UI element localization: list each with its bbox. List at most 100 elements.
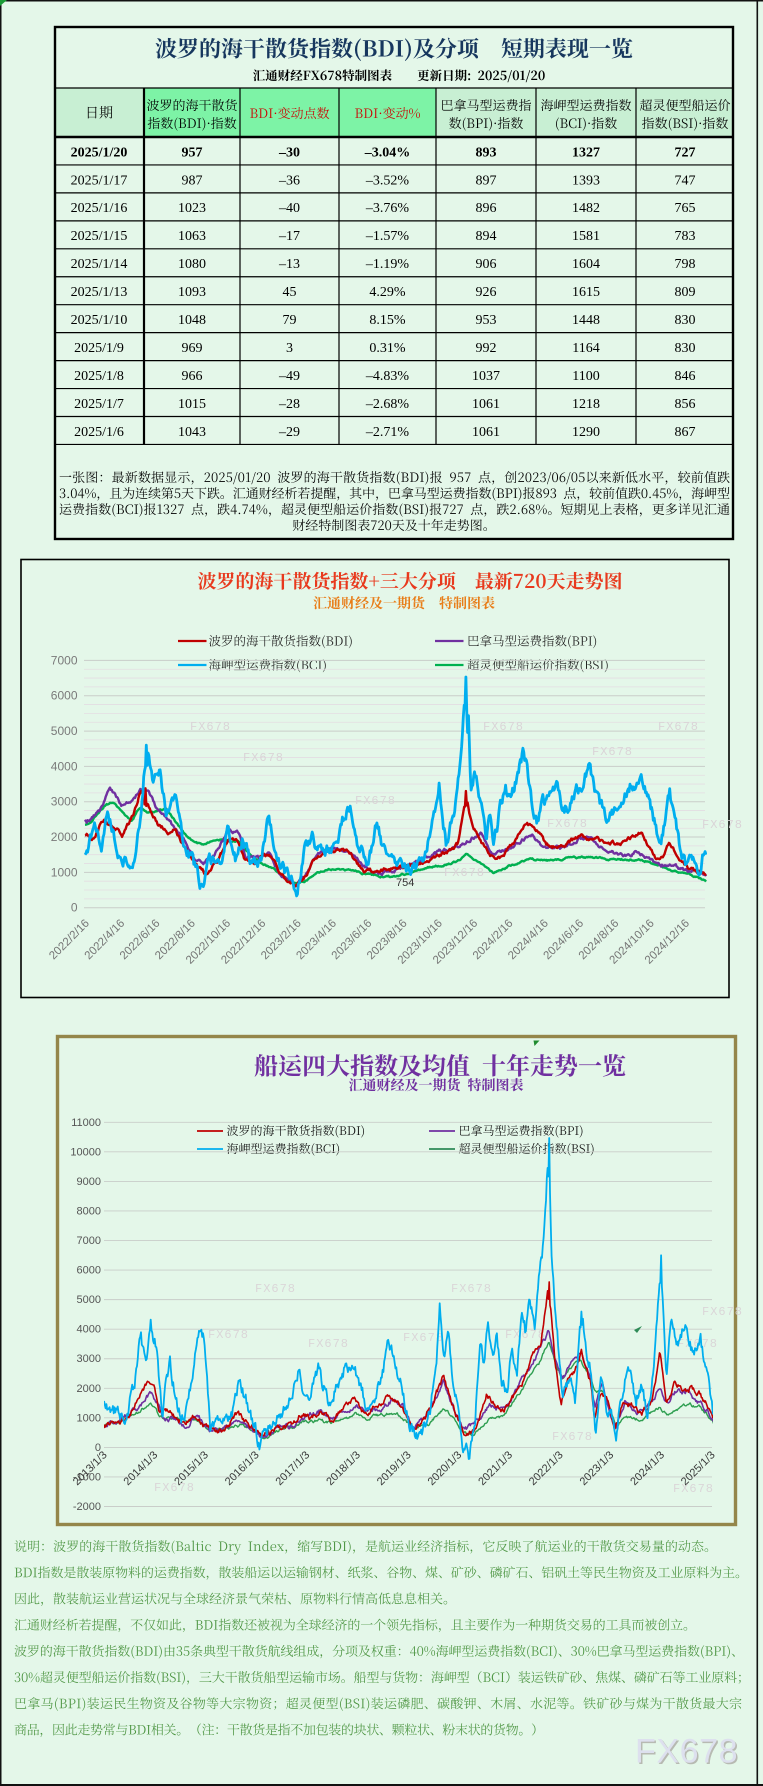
svg-text:FX678: FX678 — [208, 1328, 249, 1342]
svg-text:2025/1/16: 2025/1/16 — [71, 201, 128, 216]
svg-text:–3.52%: –3.52% — [365, 173, 410, 188]
svg-text:957: 957 — [182, 145, 203, 160]
svg-text:45: 45 — [283, 285, 297, 300]
svg-text:1063: 1063 — [178, 229, 206, 244]
svg-text:1023: 1023 — [178, 201, 206, 216]
svg-text:FX678: FX678 — [403, 1331, 444, 1345]
svg-text:1061: 1061 — [472, 397, 500, 412]
svg-text:1482: 1482 — [572, 201, 600, 216]
svg-text:–1.19%: –1.19% — [365, 257, 410, 272]
svg-text:FX678: FX678 — [190, 720, 231, 734]
svg-text:2025/1/7: 2025/1/7 — [74, 397, 124, 412]
svg-text:893: 893 — [476, 145, 497, 160]
svg-text:1061: 1061 — [472, 425, 500, 440]
svg-text:3000: 3000 — [77, 1353, 101, 1365]
svg-text:2025/1/20: 2025/1/20 — [71, 145, 128, 160]
svg-text:FX678: FX678 — [673, 1482, 714, 1496]
svg-text:2025/1/17: 2025/1/17 — [71, 173, 128, 188]
svg-text:896: 896 — [476, 201, 497, 216]
svg-text:2025/1/13: 2025/1/13 — [71, 285, 128, 300]
svg-text:1393: 1393 — [572, 173, 600, 188]
svg-text:966: 966 — [182, 369, 203, 384]
svg-text:2025/1/15: 2025/1/15 — [71, 229, 128, 244]
svg-text:1043: 1043 — [178, 425, 206, 440]
svg-text:926: 926 — [476, 285, 497, 300]
svg-text:FX678: FX678 — [677, 1337, 718, 1351]
svg-text:FX678: FX678 — [635, 1733, 738, 1771]
svg-text:FX678: FX678 — [592, 745, 633, 759]
svg-text:0: 0 — [95, 1442, 101, 1454]
svg-text:FX678: FX678 — [702, 1305, 743, 1319]
svg-text:867: 867 — [675, 425, 696, 440]
svg-text:953: 953 — [476, 313, 497, 328]
svg-text:FX678: FX678 — [154, 1481, 195, 1495]
svg-text:FX678: FX678 — [658, 720, 699, 734]
svg-text:FX678: FX678 — [483, 720, 524, 734]
svg-text:747: 747 — [675, 173, 696, 188]
svg-text:–2.68%: –2.68% — [365, 397, 410, 412]
svg-text:2000: 2000 — [77, 1383, 101, 1395]
svg-text:1048: 1048 — [178, 313, 206, 328]
svg-text:8.15%: 8.15% — [369, 313, 406, 328]
svg-text:0: 0 — [71, 901, 78, 915]
svg-text:856: 856 — [675, 397, 696, 412]
svg-text:765: 765 — [675, 201, 696, 216]
svg-text:–40: –40 — [278, 201, 300, 216]
svg-text:6000: 6000 — [77, 1265, 101, 1277]
svg-text:2025/1/14: 2025/1/14 — [71, 257, 128, 272]
svg-text:4.29%: 4.29% — [369, 285, 406, 300]
svg-text:5000: 5000 — [77, 1294, 101, 1306]
svg-text:FX678: FX678 — [308, 1337, 349, 1351]
svg-text:–36: –36 — [278, 173, 300, 188]
svg-text:–49: –49 — [278, 369, 300, 384]
svg-text:798: 798 — [675, 257, 696, 272]
svg-text:1327: 1327 — [572, 145, 600, 160]
svg-text:–4.83%: –4.83% — [365, 369, 410, 384]
svg-text:7000: 7000 — [77, 1235, 101, 1247]
svg-text:7000: 7000 — [51, 653, 78, 667]
svg-text:4000: 4000 — [51, 759, 78, 773]
svg-text:FX678: FX678 — [552, 1430, 593, 1444]
svg-text:2025/1/10: 2025/1/10 — [71, 313, 128, 328]
svg-text:1164: 1164 — [572, 341, 599, 356]
svg-text:FX678: FX678 — [255, 1282, 296, 1296]
svg-text:846: 846 — [675, 369, 696, 384]
svg-text:0.31%: 0.31% — [369, 341, 406, 356]
svg-text:–3.04%: –3.04% — [364, 145, 411, 160]
svg-text:894: 894 — [476, 229, 497, 244]
svg-text:–17: –17 — [278, 229, 300, 244]
svg-text:809: 809 — [675, 285, 696, 300]
svg-text:992: 992 — [476, 341, 497, 356]
svg-text:–13: –13 — [278, 257, 300, 272]
svg-text:2025/1/6: 2025/1/6 — [74, 425, 124, 440]
svg-text:1037: 1037 — [472, 369, 500, 384]
svg-text:783: 783 — [675, 229, 696, 244]
svg-text:754: 754 — [396, 877, 414, 889]
svg-text:FX678: FX678 — [702, 818, 743, 832]
svg-text:FX678: FX678 — [355, 794, 396, 808]
svg-text:2000: 2000 — [51, 830, 78, 844]
svg-text:-2000: -2000 — [73, 1501, 101, 1513]
svg-text:1581: 1581 — [572, 229, 600, 244]
svg-text:830: 830 — [675, 341, 696, 356]
svg-text:–3.76%: –3.76% — [365, 201, 410, 216]
svg-text:FX678: FX678 — [505, 1328, 546, 1342]
svg-text:1604: 1604 — [572, 257, 600, 272]
svg-text:6000: 6000 — [51, 689, 78, 703]
svg-text:–30: –30 — [278, 145, 300, 160]
svg-text:1448: 1448 — [572, 313, 600, 328]
svg-text:10000: 10000 — [70, 1146, 101, 1158]
svg-text:–29: –29 — [278, 425, 300, 440]
svg-text:1080: 1080 — [178, 257, 206, 272]
svg-text:3: 3 — [286, 341, 293, 356]
svg-text:5000: 5000 — [51, 724, 78, 738]
svg-text:4000: 4000 — [77, 1324, 101, 1336]
svg-text:–2.71%: –2.71% — [365, 425, 410, 440]
svg-text:1000: 1000 — [77, 1412, 101, 1424]
svg-text:1218: 1218 — [572, 397, 600, 412]
svg-text:79: 79 — [283, 313, 297, 328]
svg-text:1093: 1093 — [178, 285, 206, 300]
svg-text:3000: 3000 — [51, 795, 78, 809]
svg-text:897: 897 — [476, 173, 497, 188]
svg-text:1290: 1290 — [572, 425, 600, 440]
